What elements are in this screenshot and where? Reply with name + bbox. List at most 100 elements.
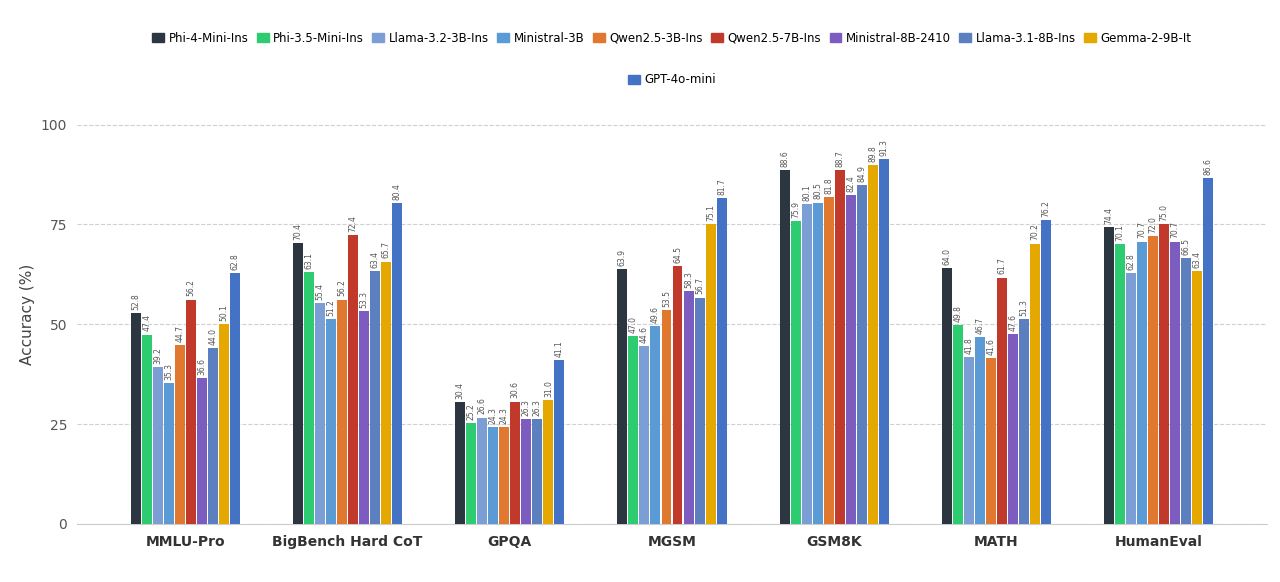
Bar [780,170,790,524]
Bar [986,358,996,524]
Bar [856,185,867,524]
Text: 44.6: 44.6 [640,325,649,343]
Text: 70.7: 70.7 [1138,222,1147,239]
Bar [1041,219,1051,524]
Text: 62.8: 62.8 [230,253,239,270]
Bar [326,320,337,524]
Text: 64.5: 64.5 [673,246,682,263]
Bar [197,378,207,524]
Text: 91.3: 91.3 [879,139,888,156]
Bar [1007,334,1018,524]
Text: 80.4: 80.4 [393,183,402,200]
Bar [662,310,672,524]
Text: 70.1: 70.1 [1115,224,1124,241]
Text: 30.6: 30.6 [511,381,520,399]
Bar [554,360,564,524]
Bar [466,423,476,524]
Bar [684,291,694,524]
Bar [370,271,380,524]
Y-axis label: Accuracy (%): Accuracy (%) [20,264,35,365]
Bar [293,243,303,524]
Bar [1137,242,1147,524]
Text: 49.8: 49.8 [954,305,963,322]
Bar [1160,225,1169,524]
Bar [1030,244,1039,524]
Bar [305,272,314,524]
Text: 55.4: 55.4 [316,282,325,300]
Text: 84.9: 84.9 [858,165,867,182]
Text: 58.3: 58.3 [684,271,692,288]
Bar [532,419,543,524]
Bar [499,427,509,524]
Bar [489,427,498,524]
Text: 72.4: 72.4 [348,215,357,232]
Bar [846,195,855,524]
Bar [1126,273,1135,524]
Text: 80.5: 80.5 [813,183,822,200]
Text: 44.7: 44.7 [175,325,184,342]
Text: 47.6: 47.6 [1009,314,1018,331]
Bar [544,400,553,524]
Bar [791,221,800,524]
Bar [186,300,196,524]
Text: 61.7: 61.7 [997,257,1006,274]
Bar [1115,244,1125,524]
Text: 63.4: 63.4 [371,251,380,268]
Bar [879,159,888,524]
Text: 86.6: 86.6 [1203,158,1212,175]
Text: 70.7: 70.7 [1170,222,1180,239]
Bar [672,267,682,524]
Text: 74.4: 74.4 [1105,207,1114,223]
Text: 81.8: 81.8 [824,178,833,194]
Text: 63.9: 63.9 [618,249,627,265]
Bar [705,224,716,524]
Bar [801,204,812,524]
Bar [650,326,660,524]
Text: 51.3: 51.3 [1019,299,1028,316]
Bar [142,335,152,524]
Text: 70.4: 70.4 [293,223,302,240]
Text: 65.7: 65.7 [381,242,390,258]
Text: 53.5: 53.5 [662,290,671,307]
Bar [964,357,974,524]
Text: 75.1: 75.1 [707,204,716,221]
Text: 26.3: 26.3 [522,399,531,416]
Bar [337,300,347,524]
Text: 75.9: 75.9 [791,201,800,218]
Bar [154,367,163,524]
Text: 46.7: 46.7 [975,317,984,334]
Bar [975,338,984,524]
Bar [835,170,845,524]
Text: 39.2: 39.2 [154,347,163,364]
Text: 70.2: 70.2 [1030,223,1039,240]
Bar [868,165,878,524]
Text: 36.6: 36.6 [197,357,206,375]
Bar [381,261,392,524]
Text: 47.0: 47.0 [628,316,637,333]
Text: 31.0: 31.0 [544,380,553,397]
Bar [640,346,649,524]
Text: 44.0: 44.0 [209,328,218,345]
Text: 51.2: 51.2 [326,300,335,316]
Text: 80.1: 80.1 [803,184,812,201]
Bar [942,268,951,524]
Bar [952,325,963,524]
Text: 76.2: 76.2 [1042,200,1051,217]
Bar [521,419,531,524]
Bar [1192,271,1202,524]
Text: 35.3: 35.3 [164,363,174,379]
Bar [824,197,833,524]
Text: 52.8: 52.8 [132,293,141,310]
Bar [1103,227,1114,524]
Text: 64.0: 64.0 [942,248,951,265]
Bar [456,403,465,524]
Text: 26.3: 26.3 [532,399,541,416]
Text: 53.3: 53.3 [360,291,369,308]
Text: 81.7: 81.7 [717,178,726,194]
Text: 24.3: 24.3 [489,407,498,424]
Bar [164,383,174,524]
Text: 41.6: 41.6 [987,338,996,354]
Text: 56.7: 56.7 [695,278,704,294]
Bar [813,203,823,524]
Bar [209,348,218,524]
